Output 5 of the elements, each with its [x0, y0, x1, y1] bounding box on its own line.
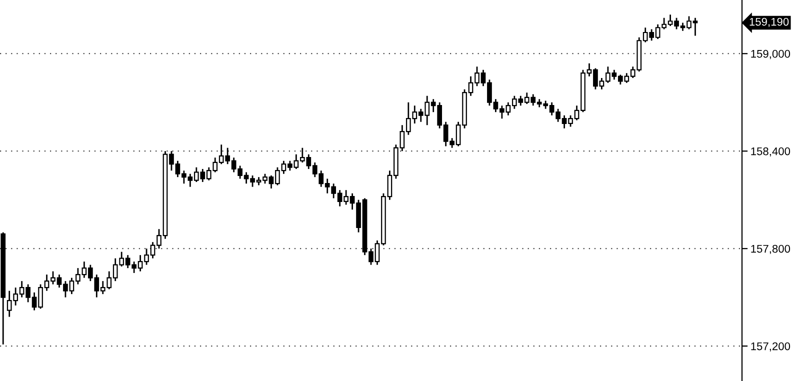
text: 159,190	[750, 18, 789, 28]
y-tick-label: 159,000	[751, 50, 790, 60]
y-tick-label: 157,200	[751, 342, 790, 352]
y-tick-label: 158,400	[751, 147, 790, 157]
y-tick-label: 157,800	[751, 244, 790, 254]
